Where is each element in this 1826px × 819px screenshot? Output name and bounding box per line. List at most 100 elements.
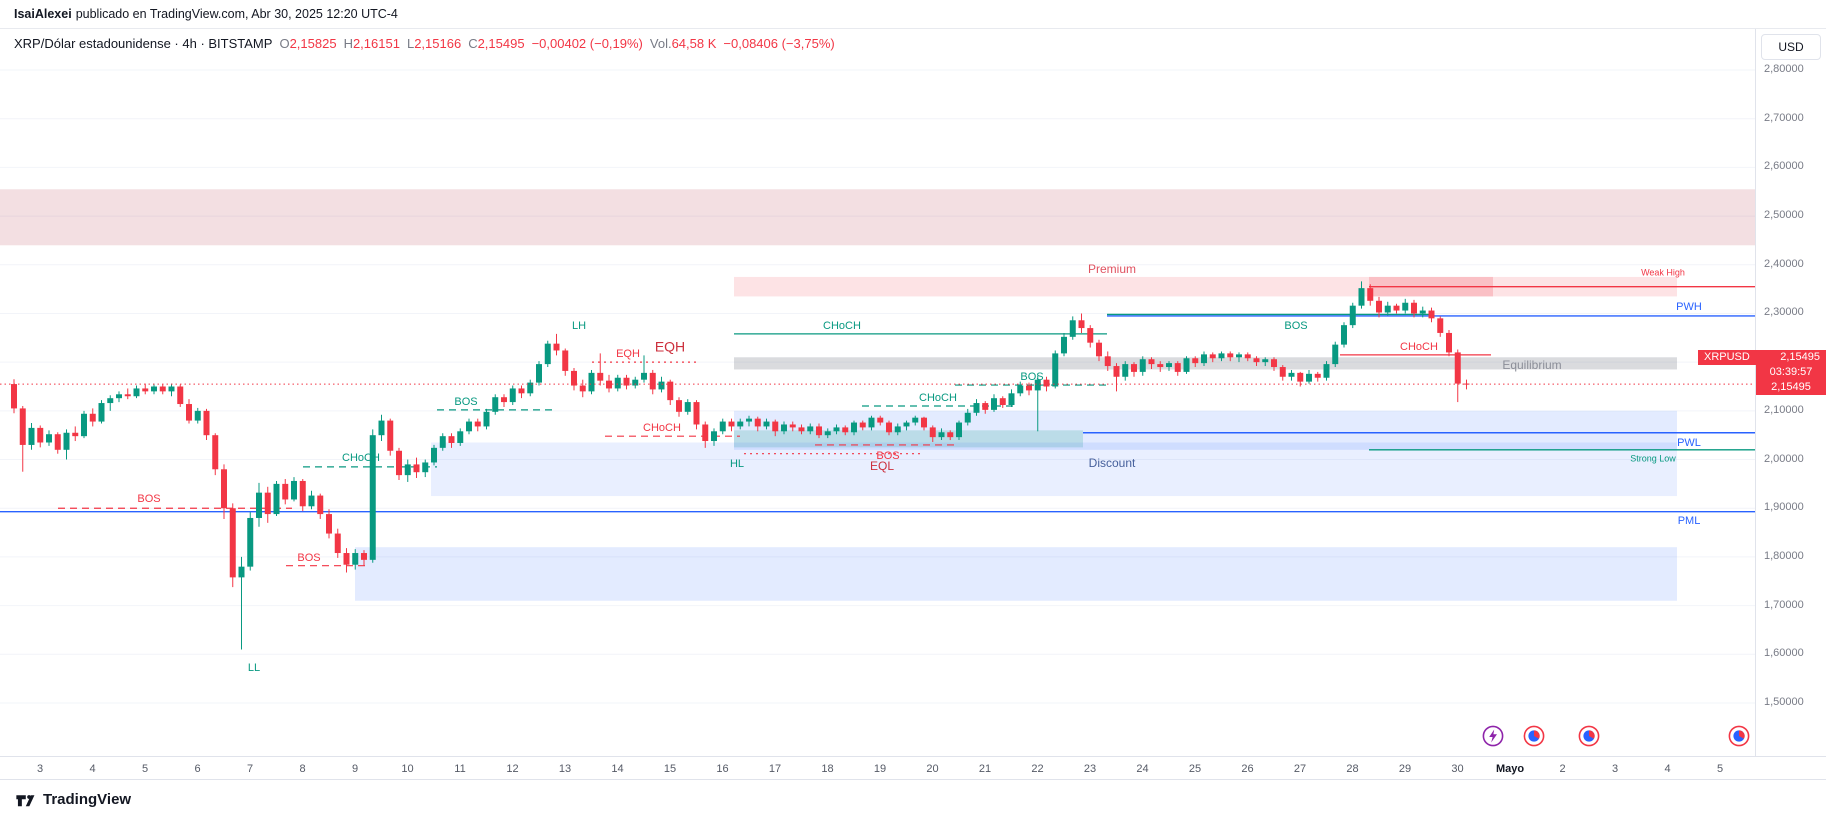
- candle-body: [396, 450, 402, 476]
- candle-body: [1113, 366, 1120, 377]
- pie-chart-icon[interactable]: [1523, 725, 1545, 747]
- candle-body: [964, 412, 971, 423]
- candle-body: [632, 379, 639, 386]
- annotation-bos-1: BOS: [137, 493, 160, 505]
- candle-body: [973, 403, 980, 413]
- symbol-title: XRP/Dólar estadounidense · 4h · BITSTAMP: [14, 36, 273, 51]
- time-axis-label: 5: [1716, 763, 1724, 775]
- candle-body: [877, 417, 884, 423]
- candle-body: [282, 483, 289, 500]
- annotation-choch-red-mid: CHoCH: [643, 422, 681, 434]
- candle-body: [256, 492, 262, 518]
- price-axis-label: 2,40000: [1764, 257, 1804, 270]
- candle-body: [1008, 393, 1015, 406]
- annotation-weak-high: Weak High: [1641, 267, 1685, 277]
- candle-body: [37, 427, 44, 443]
- tradingview-logo-icon[interactable]: [14, 789, 36, 811]
- price-axis-label: 1,70000: [1764, 598, 1804, 611]
- candle-body: [352, 553, 359, 565]
- price-axis-label: 1,60000: [1764, 647, 1804, 660]
- lightning-icon[interactable]: [1482, 725, 1504, 747]
- price-axis-label: 2,00000: [1764, 452, 1804, 465]
- candle-body: [1026, 385, 1032, 391]
- price-axis-label: 1,80000: [1764, 549, 1804, 562]
- candle-body: [579, 385, 586, 392]
- annotation-pwh: PWH: [1676, 301, 1702, 313]
- time-axis[interactable]: 3 4 5 6 7 8 9 10 11 12 13 14 15 16 17 18 19 20 21 22 23 24 25 2…: [0, 756, 1826, 781]
- pie-chart-icon-glyph: [1578, 725, 1600, 747]
- candle-body: [544, 343, 551, 365]
- candle-body: [641, 372, 647, 380]
- candle-body: [1332, 344, 1339, 365]
- candle-body: [1376, 300, 1382, 313]
- candle-body: [221, 469, 227, 509]
- open-label: O: [279, 36, 290, 51]
- pie-chart-icon[interactable]: [1578, 725, 1600, 747]
- candle-body: [1087, 328, 1094, 343]
- candle-body: [649, 372, 656, 390]
- lightning-icon-glyph: [1482, 725, 1504, 747]
- candle-body: [422, 462, 429, 473]
- candle-body: [1454, 352, 1461, 384]
- badge-symbol: XRPUSD: [1704, 351, 1750, 363]
- candle-body: [63, 432, 70, 450]
- annotation-bos-green-left: BOS: [454, 396, 477, 408]
- candle-body: [842, 427, 849, 433]
- chart-legend[interactable]: XRP/Dólar estadounidense · 4h · BITSTAMP…: [14, 36, 835, 51]
- candle-body: [334, 533, 341, 554]
- candle-body: [186, 404, 192, 421]
- candle-body: [1043, 379, 1050, 387]
- candle-body: [1288, 372, 1295, 377]
- candle-body: [1271, 359, 1277, 368]
- candle-body: [991, 398, 997, 410]
- annotation-choch-green-mid: CHoCH: [919, 392, 957, 404]
- candle-body: [1306, 373, 1312, 382]
- candle-body: [886, 422, 892, 433]
- candle-body: [1131, 364, 1137, 372]
- candle-body: [28, 427, 35, 445]
- close-value: 2,15495: [477, 36, 525, 51]
- time-axis-label: 30: [1451, 763, 1464, 775]
- time-axis-label: 9: [351, 763, 359, 775]
- candle-body: [1367, 288, 1374, 301]
- tradingview-wordmark[interactable]: TradingView: [43, 791, 132, 808]
- annotation-equilibrium: Equilibrium: [1502, 358, 1561, 372]
- price-axis-label: 2,60000: [1764, 160, 1804, 173]
- pie-chart-icon-glyph: [1728, 725, 1750, 747]
- candle-body: [1201, 354, 1207, 364]
- chart-area[interactable]: BOS BOS LL CHoCH BOS LH EQH EQH CHoCH HL CHoCH CHoC…: [0, 29, 1826, 781]
- annotation-ll: LL: [248, 662, 260, 674]
- candle-body: [387, 420, 394, 451]
- candle-body: [711, 431, 717, 442]
- candle-body: [684, 402, 691, 412]
- annotation-eql: EQL: [870, 459, 894, 473]
- candle-body: [1148, 359, 1155, 365]
- pie-chart-icon[interactable]: [1728, 725, 1750, 747]
- annotation-strong-low: Strong Low: [1630, 453, 1676, 463]
- price-axis-label: 2,30000: [1764, 306, 1804, 319]
- price-axis[interactable]: 2,80000 2,70000 2,60000 2,50000 2,40000 2,300…: [1755, 29, 1826, 780]
- currency-toggle-button[interactable]: USD: [1761, 34, 1821, 60]
- candle-body: [667, 381, 674, 401]
- candle-body: [238, 566, 245, 578]
- time-axis-label: 3: [1611, 763, 1619, 775]
- candle-body: [133, 388, 140, 397]
- candle-body: [702, 424, 709, 442]
- price-axis-label: 1,50000: [1764, 696, 1804, 708]
- high-value: 2,16151: [352, 36, 400, 51]
- candle-body: [737, 421, 744, 427]
- time-axis-label: 2: [1559, 763, 1566, 775]
- candle-body: [1104, 356, 1111, 367]
- candle-body: [308, 495, 315, 507]
- candle-body: [72, 432, 79, 437]
- price-axis-label: 2,50000: [1764, 209, 1804, 222]
- candle-body: [212, 435, 219, 470]
- time-axis-label: 27: [1293, 763, 1307, 775]
- candle-body: [474, 421, 481, 427]
- annotation-eqh-big: EQH: [655, 339, 685, 355]
- candle-body: [159, 386, 166, 392]
- candle-body: [151, 386, 157, 392]
- candle-body: [317, 495, 324, 515]
- candle-body: [833, 427, 840, 432]
